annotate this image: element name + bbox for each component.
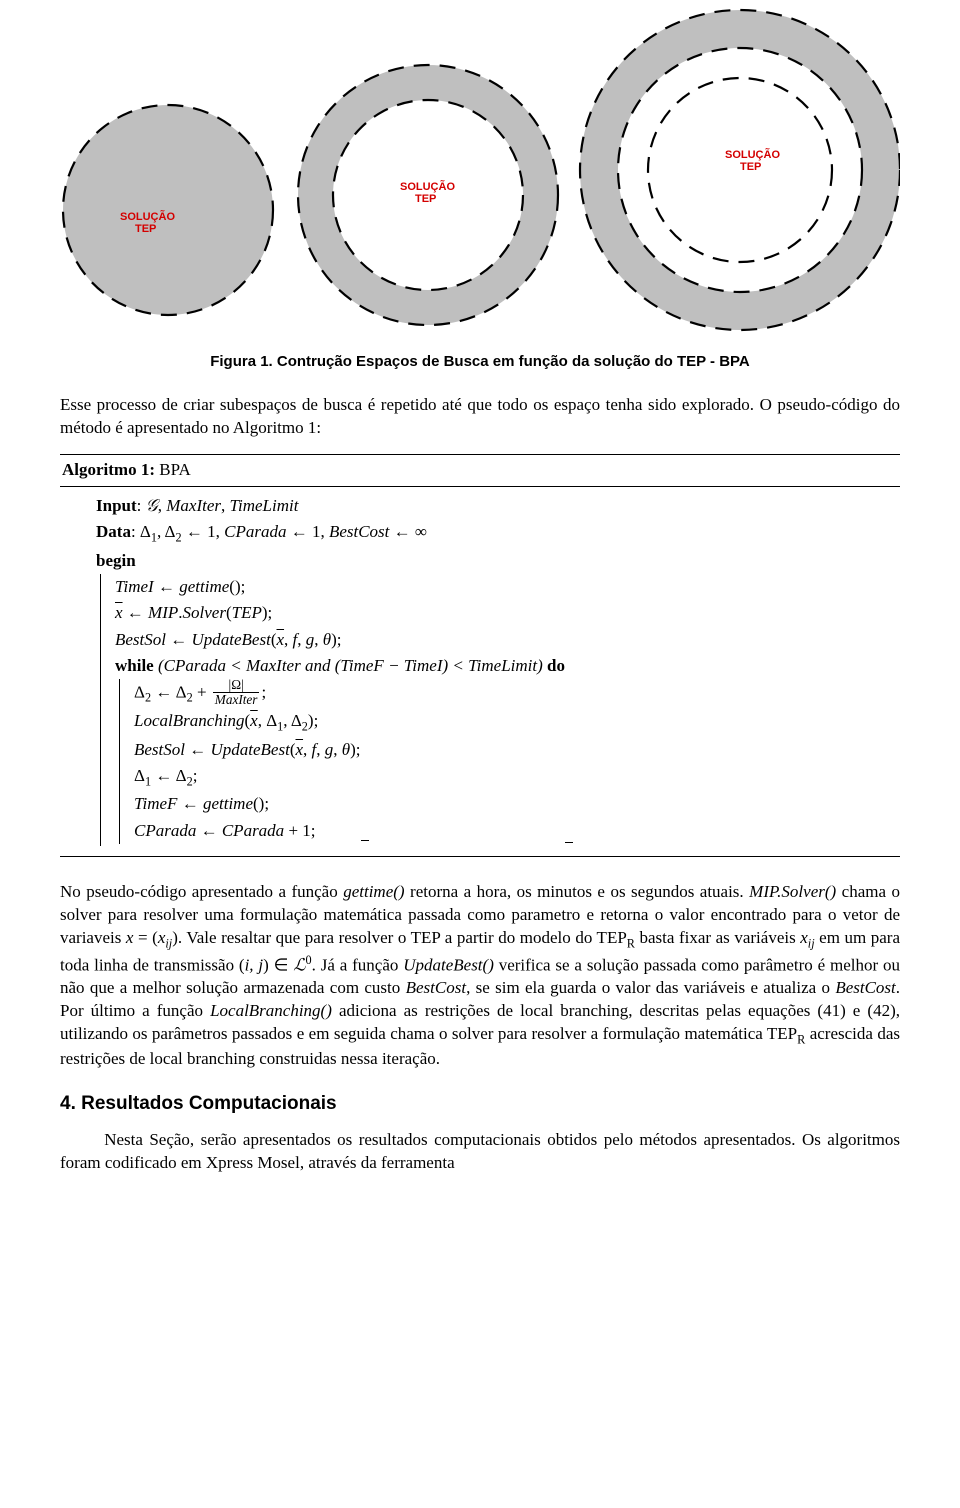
section-number: 4. bbox=[60, 1093, 76, 1114]
algo-w2: LocalBranching(x, Δ1, Δ2); bbox=[134, 708, 361, 736]
figure-caption-bold: Figura 1. bbox=[210, 353, 273, 370]
paragraph-1: Esse processo de criar subespaços de bus… bbox=[60, 394, 900, 440]
algo-l1: TimeI ← gettime(); bbox=[115, 574, 565, 600]
algo-data: : Δ1, Δ2 ← 1, CParada ← 1, BestCost ← ∞ bbox=[131, 522, 427, 541]
algorithm-title: Algoritmo 1: BPA bbox=[60, 455, 900, 487]
algo-w3: BestSol ← UpdateBest(x, f, g, θ); bbox=[134, 737, 361, 763]
algorithm-box: Algoritmo 1: BPA Input: 𝒢, MaxIter, Time… bbox=[60, 454, 900, 857]
section-heading: 4. Resultados Computacionais bbox=[60, 1091, 900, 1117]
algo-input-kw: Input bbox=[96, 496, 137, 515]
figure-caption-text: Contrução Espaços de Busca em função da … bbox=[273, 353, 750, 370]
algo-w6: CParada ← CParada + 1; bbox=[134, 818, 361, 844]
algo-begin-kw: begin bbox=[96, 551, 136, 570]
algo-input: : 𝒢, MaxIter, TimeLimit bbox=[137, 496, 299, 515]
algorithm-body: Input: 𝒢, MaxIter, TimeLimit Data: Δ1, Δ… bbox=[60, 487, 900, 856]
figure-caption: Figura 1. Contrução Espaços de Busca em … bbox=[60, 352, 900, 372]
algorithm-title-rest: BPA bbox=[155, 460, 191, 479]
algo-w4: Δ1 ← Δ2; bbox=[134, 763, 361, 791]
section-title: Resultados Computacionais bbox=[76, 1093, 337, 1114]
paragraph-2: No pseudo-código apresentado a função ge… bbox=[60, 881, 900, 1071]
algo-data-kw: Data bbox=[96, 522, 131, 541]
algo-l3: BestSol ← UpdateBest(x, f, g, θ); bbox=[115, 627, 565, 653]
figure-diagram: SOLUÇÃOTEP SOLUÇÃOTEP SOLUÇÃOTEP bbox=[60, 0, 900, 340]
algo-l2: x ← MIP.Solver(TEP); bbox=[115, 600, 565, 626]
algo-while: while (CParada < MaxIter and (TimeF − Ti… bbox=[115, 653, 565, 679]
algo-w5: TimeF ← gettime(); bbox=[134, 791, 361, 817]
paragraph-3: Nesta Seção, serão apresentados os resul… bbox=[60, 1129, 900, 1175]
algorithm-title-kw: Algoritmo 1: bbox=[62, 460, 155, 479]
algo-w1: Δ2 ← Δ2 + |Ω|MaxIter; bbox=[134, 679, 361, 708]
